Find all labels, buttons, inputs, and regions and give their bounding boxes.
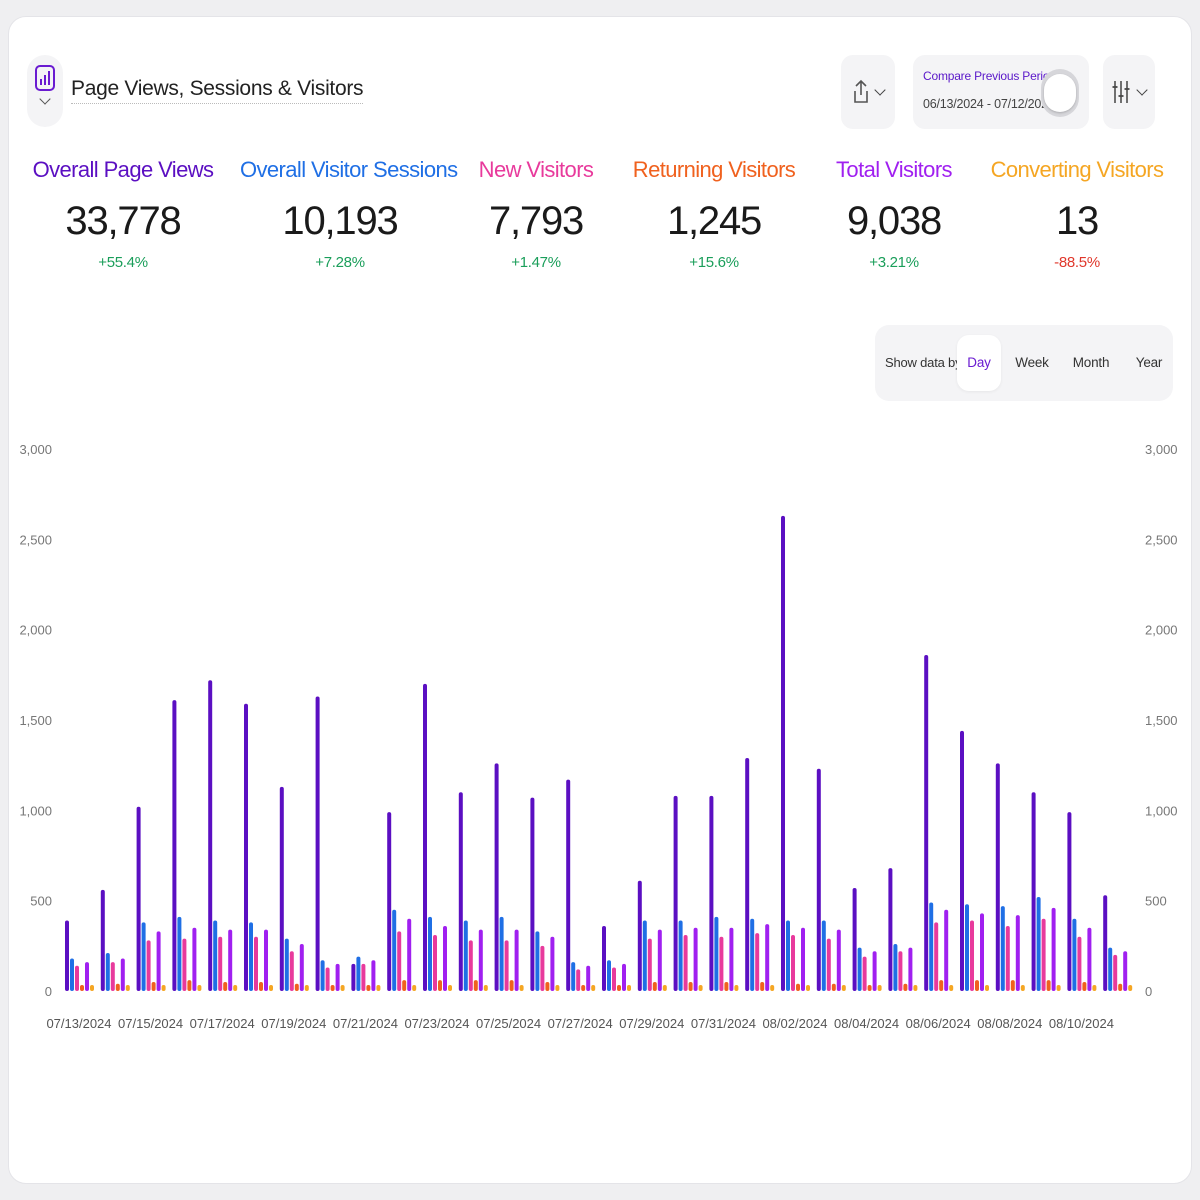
metric-new-visitors[interactable]: New Visitors 7,793 +1.47% bbox=[436, 157, 636, 271]
metric-label: Overall Page Views bbox=[32, 157, 214, 182]
bar-chart-icon bbox=[35, 65, 55, 91]
metric-value: 13 bbox=[1055, 199, 1099, 243]
metric-value: 1,245 bbox=[666, 199, 762, 243]
metric-overall-visitor-sessions[interactable]: Overall Visitor Sessions 10,193 +7.28% bbox=[240, 157, 458, 271]
chevron-down-icon bbox=[1136, 84, 1148, 96]
show-data-by-label: Show data by: bbox=[885, 355, 965, 370]
period-month-button[interactable]: Month bbox=[1072, 355, 1110, 370]
metric-value: 9,038 bbox=[846, 199, 942, 243]
metric-converting-visitors[interactable]: Converting Visitors 13 -88.5% bbox=[977, 157, 1177, 271]
metric-label: Converting Visitors bbox=[990, 157, 1164, 182]
metric-value: 33,778 bbox=[65, 199, 181, 243]
analytics-card: Page Views, Sessions & Visitors Compare … bbox=[8, 16, 1192, 1184]
compare-previous-period: Compare Previous Period 06/13/2024 - 07/… bbox=[913, 55, 1089, 129]
period-day-button[interactable]: Day bbox=[957, 335, 1001, 391]
metric-change: +15.6% bbox=[689, 254, 739, 271]
metric-label: New Visitors bbox=[478, 157, 594, 182]
page-title: Page Views, Sessions & Visitors bbox=[71, 77, 364, 104]
compare-toggle[interactable] bbox=[1041, 69, 1079, 117]
metric-label: Overall Visitor Sessions bbox=[240, 157, 458, 182]
metric-change: +55.4% bbox=[98, 254, 148, 271]
metric-returning-visitors[interactable]: Returning Visitors 1,245 +15.6% bbox=[614, 157, 814, 271]
period-year-button[interactable]: Year bbox=[1135, 355, 1163, 370]
metric-value: 7,793 bbox=[488, 199, 584, 243]
period-week-button[interactable]: Week bbox=[1015, 355, 1049, 370]
upload-icon bbox=[854, 79, 868, 103]
toggle-knob bbox=[1044, 74, 1076, 112]
compare-label: Compare Previous Period bbox=[923, 69, 1056, 83]
show-data-by: Show data by: Day Week Month Year bbox=[875, 325, 1173, 401]
export-button[interactable] bbox=[841, 55, 895, 129]
chart-type-selector[interactable] bbox=[27, 55, 63, 127]
metric-overall-page-views[interactable]: Overall Page Views 33,778 +55.4% bbox=[23, 157, 223, 271]
metric-total-visitors[interactable]: Total Visitors 9,038 +3.21% bbox=[794, 157, 994, 271]
metric-change: +3.21% bbox=[869, 254, 919, 271]
settings-button[interactable] bbox=[1103, 55, 1155, 129]
metrics-row: Overall Page Views 33,778 +55.4% Overall… bbox=[9, 157, 1193, 297]
metric-change: -88.5% bbox=[1054, 254, 1100, 271]
metric-label: Total Visitors bbox=[836, 157, 953, 182]
chevron-down-icon bbox=[874, 84, 886, 96]
sliders-icon bbox=[1112, 81, 1130, 103]
metric-change: +7.28% bbox=[315, 254, 365, 271]
compare-date-range: 06/13/2024 - 07/12/2024 bbox=[923, 97, 1055, 111]
metric-change: +1.47% bbox=[511, 254, 561, 271]
metric-label: Returning Visitors bbox=[632, 157, 796, 182]
chevron-down-icon bbox=[39, 93, 51, 105]
metric-value: 10,193 bbox=[282, 199, 398, 243]
